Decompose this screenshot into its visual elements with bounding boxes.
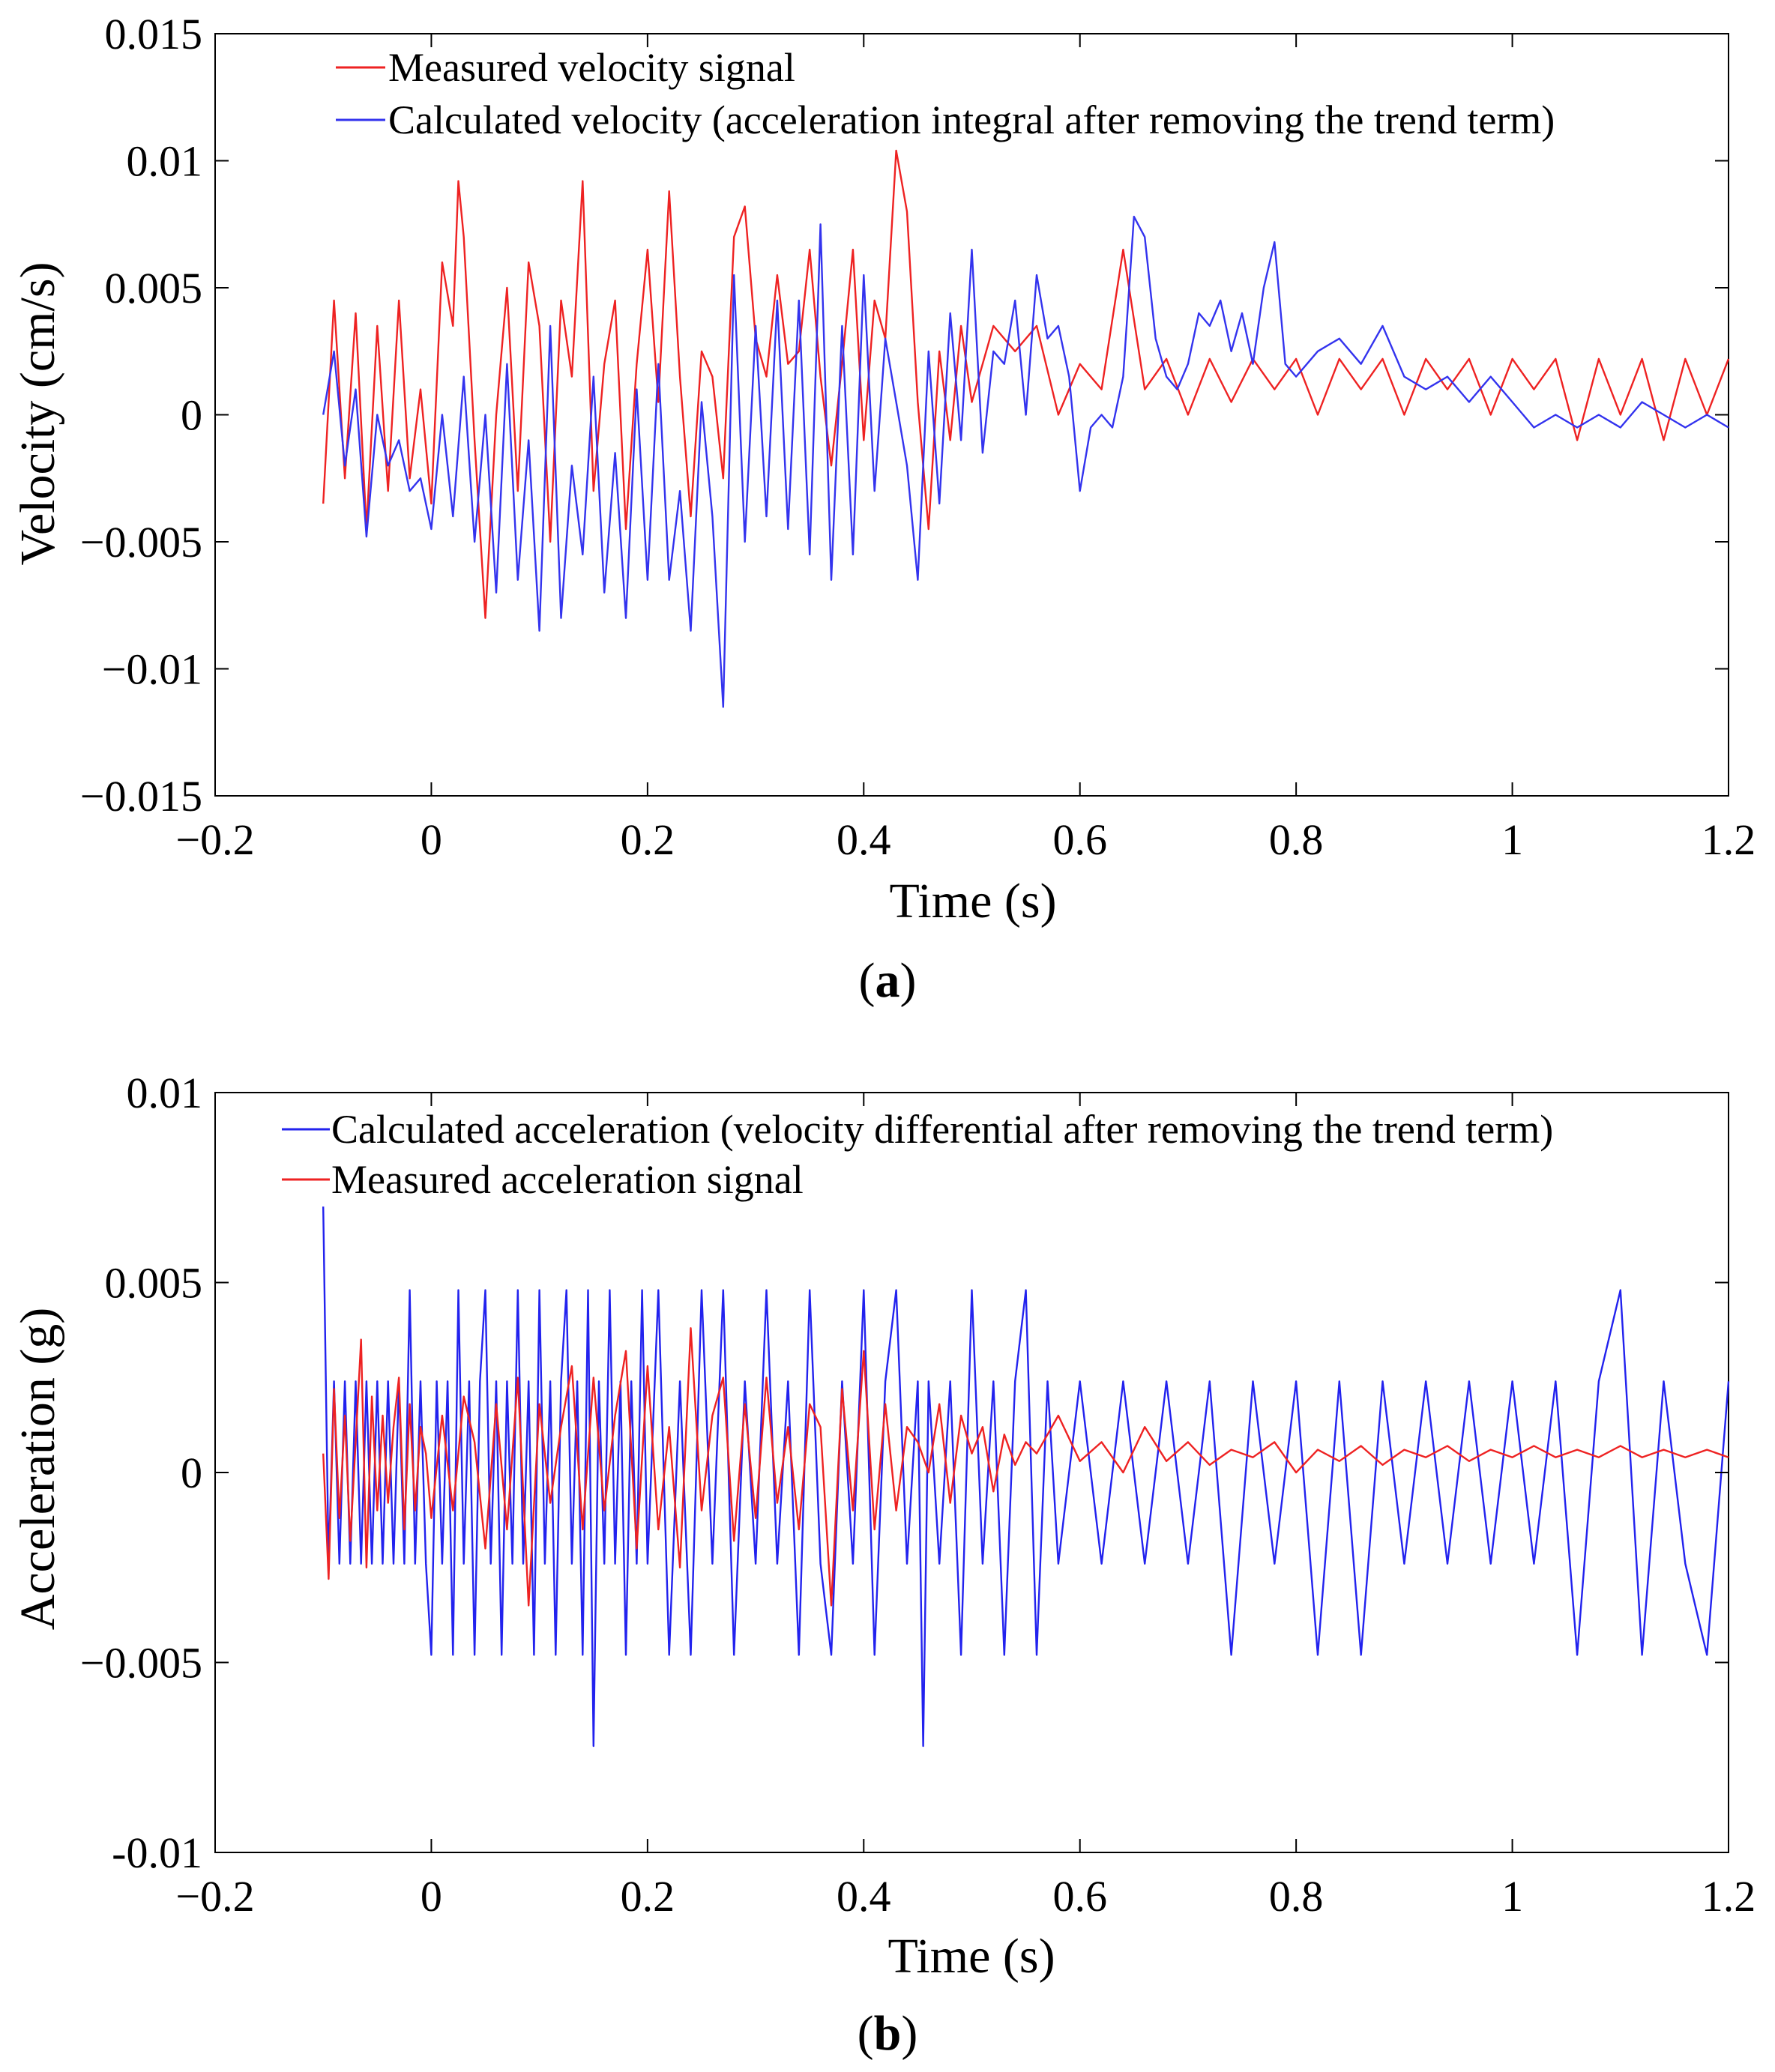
acceleration-legend: Calculated acceleration (velocity differ… <box>282 1107 1553 1202</box>
acceleration-series-group <box>322 1206 1730 1748</box>
velocity-series-group <box>322 149 1730 708</box>
acceleration-x-tick-label: 0.8 <box>1269 1872 1324 1921</box>
legend-label-calculated-acceleration: Calculated acceleration (velocity differ… <box>331 1107 1553 1152</box>
panel-label-b: (b) <box>858 2006 918 2061</box>
acceleration-x-tick-label: 1 <box>1501 1872 1523 1921</box>
acceleration-y-axis-title: Acceleration (g) <box>10 1308 65 1631</box>
velocity-x-tick-label: 0.2 <box>621 815 675 864</box>
acceleration-x-tick-label: −0.2 <box>175 1872 254 1921</box>
velocity-y-tick-label: 0 <box>181 391 202 440</box>
velocity-panel: −0.2 0 0.2 0.4 0.6 0.8 1 1.2 −0.015 −0.01 −0.005 0 0… <box>10 10 1756 1008</box>
velocity-series-line-2 <box>322 215 1729 708</box>
acceleration-x-tick-label: 0.4 <box>837 1872 891 1921</box>
legend-label-measured-velocity: Measured velocity signal <box>388 45 795 90</box>
velocity-x-tick-label: 0.8 <box>1269 815 1324 864</box>
acceleration-series-line-2 <box>322 1327 1729 1607</box>
velocity-x-tick-label: 0 <box>421 815 442 864</box>
velocity-legend: Measured velocity signal Calculated velo… <box>336 45 1555 142</box>
acceleration-panel: −0.2 0 0.2 0.4 0.6 0.8 1 1.2 -0.01 −0.005 0 0.005 0.… <box>10 1069 1756 2061</box>
velocity-y-tick-label: 0.015 <box>105 10 203 58</box>
velocity-y-tick-label: 0.005 <box>105 264 203 312</box>
velocity-x-tick-label: 1.2 <box>1702 815 1756 864</box>
acceleration-y-tick-label: −0.005 <box>80 1639 202 1688</box>
acceleration-y-tick-label: 0.005 <box>105 1259 203 1308</box>
velocity-tick-labels: −0.2 0 0.2 0.4 0.6 0.8 1 1.2 −0.015 −0.01 −0.005 0 0… <box>80 10 1756 864</box>
velocity-y-axis-title: Velocity (cm/s) <box>10 262 65 565</box>
panel-letter-b: b <box>874 2006 902 2061</box>
velocity-x-tick-label: 0.4 <box>837 815 891 864</box>
velocity-y-tick-label: 0.01 <box>127 137 203 186</box>
legend-label-measured-acceleration: Measured acceleration signal <box>331 1157 804 1202</box>
acceleration-x-axis-title: Time (s) <box>888 1929 1055 1984</box>
panel-letter-a: a <box>876 953 900 1008</box>
velocity-x-axis-title: Time (s) <box>889 874 1056 928</box>
acceleration-x-tick-label: 1.2 <box>1702 1872 1756 1921</box>
velocity-series-line-1 <box>322 149 1730 619</box>
acceleration-tick-labels: −0.2 0 0.2 0.4 0.6 0.8 1 1.2 -0.01 −0.005 0 0.005 0.… <box>80 1069 1756 1921</box>
acceleration-x-tick-label: 0.6 <box>1052 1872 1107 1921</box>
legend-label-calculated-velocity: Calculated velocity (acceleration integr… <box>388 97 1555 142</box>
velocity-y-tick-label: −0.01 <box>102 645 202 694</box>
velocity-y-tick-label: −0.015 <box>80 772 202 821</box>
panel-label-a: (a) <box>859 953 917 1008</box>
velocity-x-tick-label: 1 <box>1501 815 1523 864</box>
acceleration-x-tick-label: 0.2 <box>621 1872 675 1921</box>
acceleration-y-tick-label: 0.01 <box>127 1069 203 1117</box>
acceleration-series-line-1 <box>322 1206 1730 1748</box>
velocity-x-tick-label: −0.2 <box>175 815 254 864</box>
acceleration-y-tick-label: 0 <box>181 1449 202 1497</box>
acceleration-x-tick-label: 0 <box>421 1872 442 1921</box>
velocity-x-tick-label: 0.6 <box>1052 815 1107 864</box>
acceleration-y-tick-label: -0.01 <box>112 1828 202 1877</box>
velocity-y-tick-label: −0.005 <box>80 518 202 567</box>
